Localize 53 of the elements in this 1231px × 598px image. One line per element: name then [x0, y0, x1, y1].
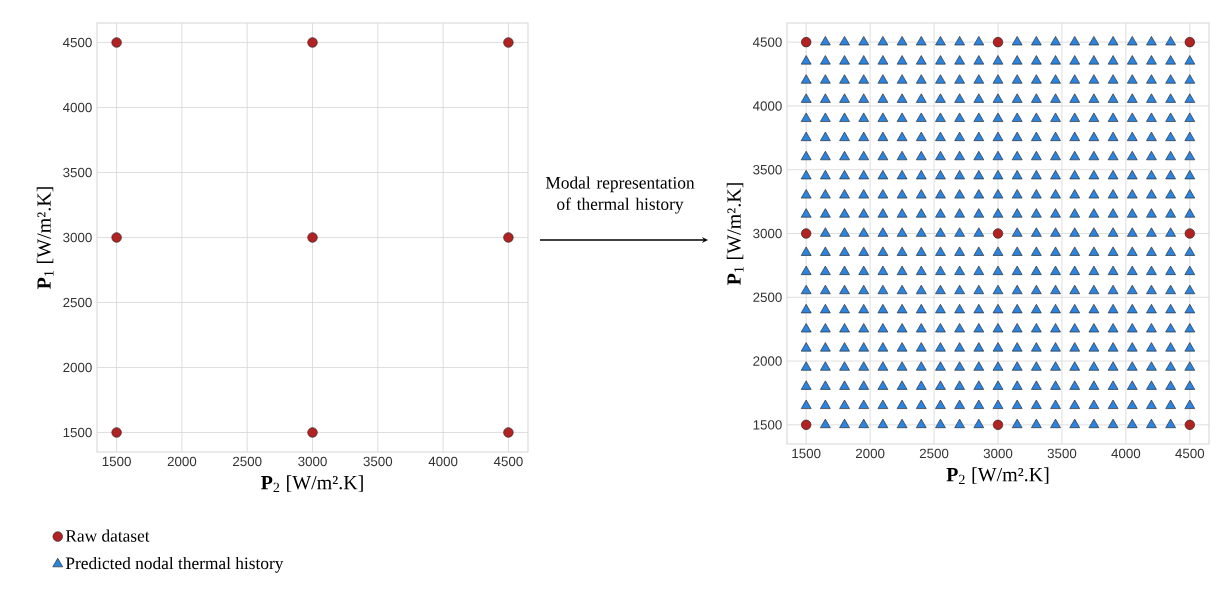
y-tick-label: 2500	[63, 297, 92, 308]
y-tick-label: 3000	[753, 228, 782, 239]
legend-label: Predicted nodal thermal history	[65, 556, 284, 573]
point	[1184, 419, 1195, 430]
point	[111, 37, 122, 48]
x-tick-label: 2000	[167, 456, 197, 467]
y-tick-label: 2000	[63, 362, 92, 373]
x-tick-label: 3000	[298, 456, 327, 467]
x-tick-label: 2500	[233, 456, 262, 467]
point	[801, 419, 812, 430]
point	[1184, 228, 1195, 239]
x-tick-label: 2000	[855, 448, 885, 459]
point	[307, 427, 318, 438]
text: Modal representation of thermal history	[545, 176, 695, 214]
x-tick-label: 1500	[102, 456, 131, 467]
x-tick-label: 4500	[1175, 448, 1205, 459]
y-tick-label: 1500	[753, 420, 782, 430]
point	[307, 232, 318, 243]
point	[503, 232, 514, 243]
point	[111, 427, 122, 438]
x-axis-title: P$_{2}$ [W/m².K]	[946, 467, 1049, 485]
legend-label: Raw dataset	[65, 529, 150, 542]
point	[307, 37, 318, 48]
point	[503, 37, 514, 48]
y-tick-label: 4500	[62, 37, 92, 48]
y-tick-label: 3000	[63, 232, 92, 243]
point	[503, 427, 514, 438]
y-axis-title: P$_{1}$ [W/m².K]	[726, 183, 744, 285]
y-tick-label: 4500	[752, 37, 782, 47]
y-tick-label: 2000	[753, 356, 782, 366]
x-axis-title: P$_{2}$ [W/m².K]	[261, 475, 363, 493]
x-tick-label: 3500	[1047, 448, 1077, 459]
y-tick-label: 2500	[753, 292, 782, 302]
x-tick-label: 4500	[493, 456, 523, 467]
point	[801, 36, 812, 48]
y-tick-label: 3500	[63, 167, 92, 178]
x-tick-label: 4000	[1111, 448, 1141, 459]
y-axis-title: P$_{1}$ [W/m².K]	[36, 187, 54, 289]
x-tick-label: 2500	[919, 448, 949, 459]
y-tick-label: 1500	[63, 427, 92, 438]
point	[992, 36, 1004, 48]
x-tick-label: 4000	[428, 456, 458, 467]
point	[992, 419, 1004, 430]
point	[992, 228, 1004, 239]
point	[801, 228, 812, 239]
x-tick-label: 3500	[363, 456, 393, 467]
y-tick-label: 4000	[62, 102, 92, 113]
point	[1184, 36, 1195, 48]
y-tick-label: 3500	[753, 164, 782, 175]
y-tick-label: 4000	[752, 101, 782, 111]
point	[111, 232, 122, 243]
x-tick-label: 1500	[792, 448, 821, 459]
x-tick-label: 3000	[983, 448, 1013, 459]
